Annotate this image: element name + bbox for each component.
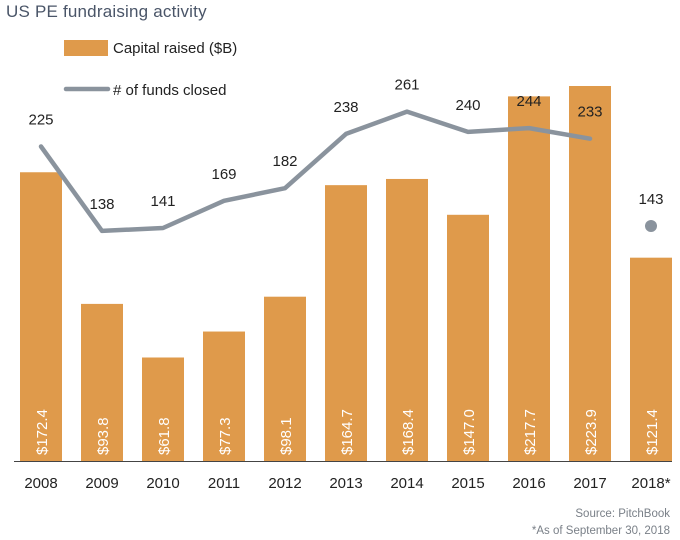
funds-closed-label-2015: 240 xyxy=(455,97,480,114)
bar-value-label-2014: $168.4 xyxy=(400,409,417,455)
x-axis: 2008 2009 2010 2011 2012 2013 2014 2015 2016 2017… xyxy=(14,461,672,492)
bar-value-label-2013: $164.7 xyxy=(339,409,356,455)
funds-closed-label-2017: 233 xyxy=(577,104,602,121)
bar-2010 xyxy=(142,357,184,461)
bar-value-label-2018*: $121.4 xyxy=(644,409,661,455)
funds-closed-label-2009: 138 xyxy=(89,196,114,213)
x-tick-label-2010: 2010 xyxy=(146,475,179,492)
bar-2016 xyxy=(508,96,550,462)
bar-2008 xyxy=(20,172,62,462)
funds-closed-label-2008: 225 xyxy=(28,112,53,129)
legend-label-funds: # of funds closed xyxy=(113,82,226,99)
bar-value-label-2015: $147.0 xyxy=(461,409,478,455)
bar-value-label-2012: $98.1 xyxy=(278,417,295,455)
line-group: 225 138 141 169 182 238 261 240 244 233 143 xyxy=(28,77,664,234)
bar-group: $172.4 $93.8 $61.8 $77.3 $98.1 $164.7 $168.4 $1… xyxy=(20,86,672,462)
legend-swatch-capital xyxy=(64,40,108,56)
bar-2011 xyxy=(203,331,245,461)
x-tick-label-2014: 2014 xyxy=(390,475,423,492)
x-tick-label-2016: 2016 xyxy=(512,475,545,492)
bar-2017 xyxy=(569,86,611,461)
funds-closed-line xyxy=(38,109,593,234)
bar-2012 xyxy=(264,296,306,461)
x-tick-label-2009: 2009 xyxy=(85,475,118,492)
bar-value-label-2011: $77.3 xyxy=(217,417,234,455)
funds-closed-point-2018* xyxy=(645,220,657,233)
bar-value-label-2016: $217.7 xyxy=(522,409,539,455)
bar-2013 xyxy=(325,185,367,461)
funds-closed-label-2016: 244 xyxy=(516,93,541,110)
footnote: *As of September 30, 2018 xyxy=(531,525,670,537)
bar-value-label-2008: $172.4 xyxy=(34,409,51,455)
x-tick-label-2015: 2015 xyxy=(451,475,484,492)
bar-value-label-2017: $223.9 xyxy=(583,409,600,455)
x-tick-label-2012: 2012 xyxy=(268,475,301,492)
source-note: Source: PitchBook xyxy=(575,508,670,520)
legend: Capital raised ($B) # of funds closed xyxy=(63,40,237,99)
bar-value-label-2009: $93.8 xyxy=(95,417,112,455)
funds-closed-label-2010: 141 xyxy=(150,193,175,210)
bar-2015 xyxy=(447,214,489,461)
funds-closed-label-2014: 261 xyxy=(394,77,419,94)
funds-closed-label-2018*: 143 xyxy=(638,191,663,208)
bar-value-label-2010: $61.8 xyxy=(156,417,173,455)
x-tick-label-2013: 2013 xyxy=(329,475,362,492)
funds-closed-label-2013: 238 xyxy=(333,99,358,116)
funds-closed-label-2011: 169 xyxy=(211,166,236,183)
x-tick-label-2018*: 2018* xyxy=(631,475,670,492)
bar-2014 xyxy=(386,178,428,461)
bar-2009 xyxy=(81,303,123,461)
x-tick-label-2017: 2017 xyxy=(573,475,606,492)
chart-title: US PE fundraising activity xyxy=(6,2,207,21)
bar-2018* xyxy=(630,257,672,461)
x-tick-label-2008: 2008 xyxy=(24,475,57,492)
funds-closed-label-2012: 182 xyxy=(272,153,297,170)
x-tick-label-2011: 2011 xyxy=(208,475,240,492)
legend-label-capital: Capital raised ($B) xyxy=(113,40,237,57)
